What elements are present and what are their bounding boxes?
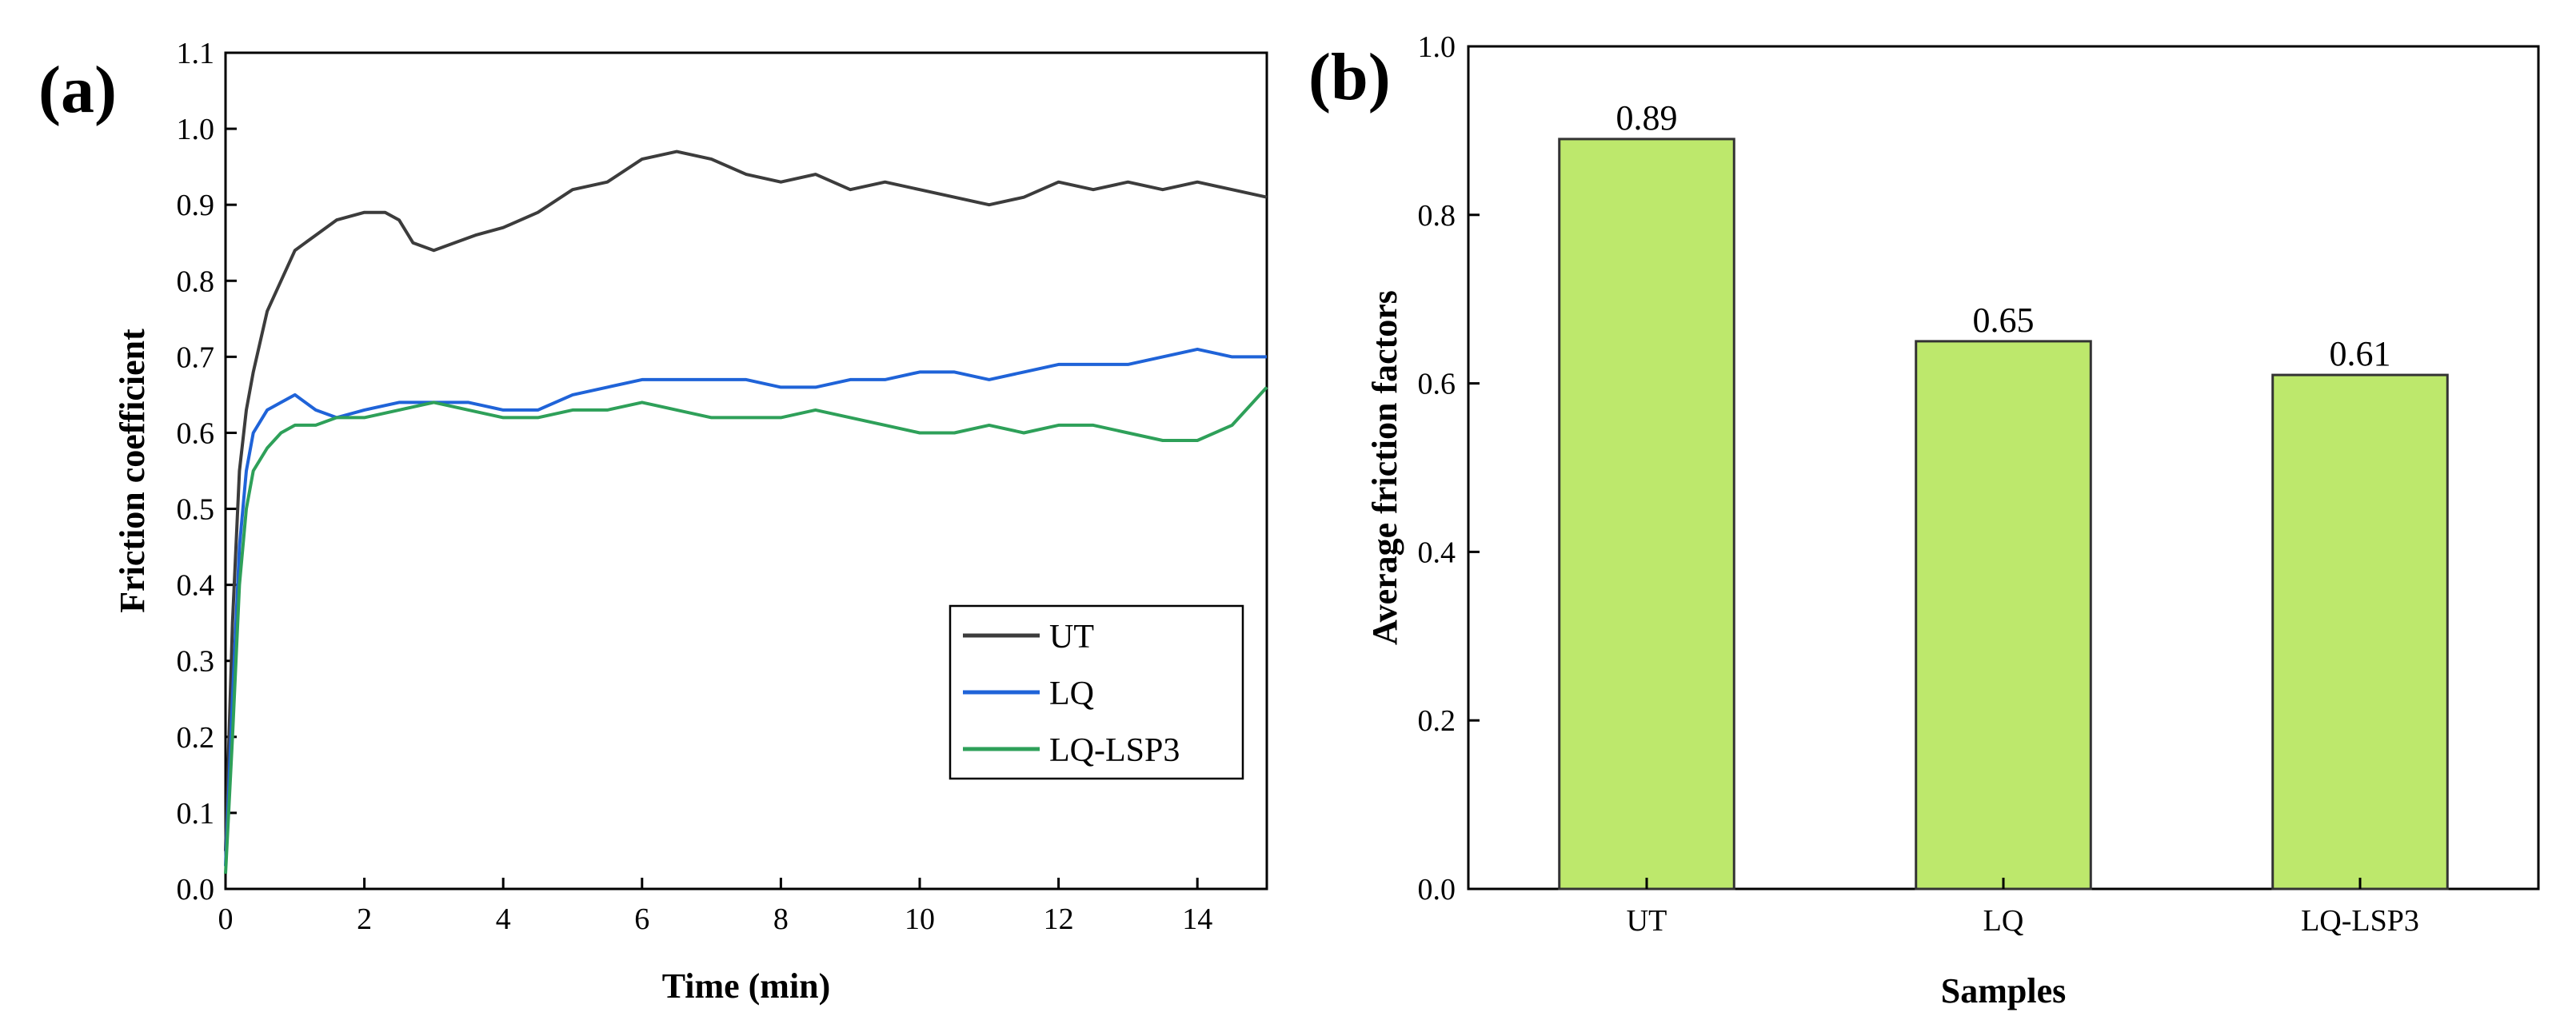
panel-a-x-tick-label: 8 (773, 903, 789, 936)
panel-b-y-tick-label: 0.0 (1418, 873, 1456, 906)
panel-a-y-tick-label: 0.7 (177, 341, 215, 374)
series-line-ut (224, 149, 1268, 851)
panel-b-y-axis: 0.0 0.2 0.4 0.6 0.8 1.0 (1418, 30, 1480, 906)
panel-a-y-tick-label: 0.4 (177, 569, 215, 603)
panel-a-y-axis: 0.0 0.1 0.2 0.3 0.4 0.5 0.6 0.7 0.8 0.9 1.0 1.1 (177, 37, 237, 906)
bar-value-label: 0.65 (1973, 301, 2035, 340)
panel-a-series (224, 149, 1268, 875)
panel-a-plot-frame (224, 51, 1268, 891)
panel-a-y-tick-label: 0.6 (177, 416, 215, 450)
legend-label-ut: UT (1049, 619, 1094, 655)
panel-b: (b) 0.0 0.2 0.4 0.6 0.8 1.0 0.89 UT 0.65 LQ 0.61 L… (1308, 30, 2540, 1010)
panel-a-y-tick-label: 0.0 (177, 873, 215, 906)
panel-a-x-tick-label: 12 (1044, 903, 1074, 936)
panel-b-x-tick-label: LQ-LSP3 (2301, 904, 2419, 938)
panel-a-y-tick-label: 0.8 (177, 265, 215, 298)
panel-b-bars: 0.89 UT 0.65 LQ 0.61 LQ-LSP3 (1558, 98, 2449, 938)
panel-a-legend: UT LQ LQ-LSP3 (949, 604, 1244, 780)
bar-value-label: 0.61 (2330, 334, 2391, 373)
panel-a-x-axis-title: Time (min) (662, 966, 831, 1006)
panel-a-x-tick-label: 6 (634, 903, 649, 936)
panel-b-y-axis-title: Average friction factors (1365, 290, 1404, 645)
panel-b-y-tick-label: 1.0 (1418, 30, 1456, 64)
panel-a-y-tick-label: 0.2 (177, 721, 215, 755)
panel-a-y-tick-label: 0.5 (177, 493, 215, 527)
panel-b-y-tick-label: 0.8 (1418, 199, 1456, 233)
panel-a-x-tick-label: 10 (905, 903, 935, 936)
panel-a-y-tick-label: 0.1 (177, 797, 215, 831)
panel-b-y-tick-label: 0.6 (1418, 368, 1456, 401)
series-line-lq-lsp3 (224, 386, 1268, 875)
bar-value-label: 0.89 (1616, 98, 1678, 137)
bar-lq-lsp3 (2271, 373, 2449, 891)
legend-label-lq: LQ (1049, 675, 1094, 712)
panel-a-y-tick-label: 1.0 (177, 113, 215, 146)
panel-b-x-tick-label: LQ (1983, 904, 2024, 938)
panel-a-x-tick-label: 0 (218, 903, 234, 936)
panel-b-y-tick-label: 0.2 (1418, 704, 1456, 738)
panel-a-y-tick-label: 1.1 (177, 37, 215, 70)
panel-b-y-tick-label: 0.4 (1418, 536, 1456, 569)
bar-lq (1915, 340, 2092, 891)
panel-a-label: (a) (38, 53, 117, 127)
panel-a-x-tick-label: 14 (1182, 903, 1212, 936)
panel-b-x-tick-label: UT (1627, 904, 1667, 938)
panel-a-x-tick-label: 4 (496, 903, 511, 936)
panel-a: (a) 0.0 0.1 0.2 0.3 0.4 0.5 0.6 0.7 0.8 0.9 1.0 1.1… (38, 37, 1268, 1006)
panel-a-x-tick-label: 2 (357, 903, 372, 936)
panel-b-x-axis-title: Samples (1941, 971, 2066, 1010)
legend-label-lq-lsp3: LQ-LSP3 (1049, 732, 1180, 769)
panel-a-y-axis-title: Friction coefficient (113, 329, 152, 613)
panel-b-label: (b) (1308, 40, 1391, 114)
bar-ut (1558, 137, 1735, 891)
series-line-lq (224, 347, 1267, 867)
panel-a-y-tick-label: 0.9 (177, 189, 215, 222)
panel-a-x-axis: 0 2 4 6 8 10 12 14 (218, 878, 1212, 936)
panel-a-y-tick-label: 0.3 (177, 645, 215, 679)
